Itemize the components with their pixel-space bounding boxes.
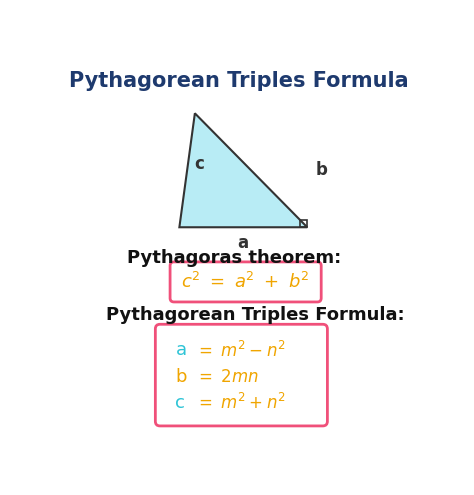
Text: b: b [175, 368, 187, 386]
Text: a: a [175, 342, 187, 359]
Text: $c^2\ =\ a^2\ +\ b^2$: $c^2\ =\ a^2\ +\ b^2$ [181, 272, 310, 292]
Text: c: c [175, 394, 185, 412]
Text: Pythagorean Triples Formula: Pythagorean Triples Formula [69, 71, 408, 91]
Text: b: b [315, 161, 327, 179]
FancyBboxPatch shape [155, 324, 328, 426]
FancyBboxPatch shape [170, 262, 321, 302]
Text: $=\ m^2 + n^2$: $=\ m^2 + n^2$ [195, 393, 286, 413]
Text: $=\ m^2 - n^2$: $=\ m^2 - n^2$ [195, 341, 286, 360]
Text: Pythagorean Triples Formula:: Pythagorean Triples Formula: [106, 306, 404, 324]
Text: $=\ 2mn$: $=\ 2mn$ [195, 368, 259, 386]
Text: c: c [194, 155, 204, 173]
Text: Pythagoras theorem:: Pythagoras theorem: [128, 249, 342, 267]
Text: a: a [238, 234, 249, 251]
Polygon shape [179, 113, 307, 227]
